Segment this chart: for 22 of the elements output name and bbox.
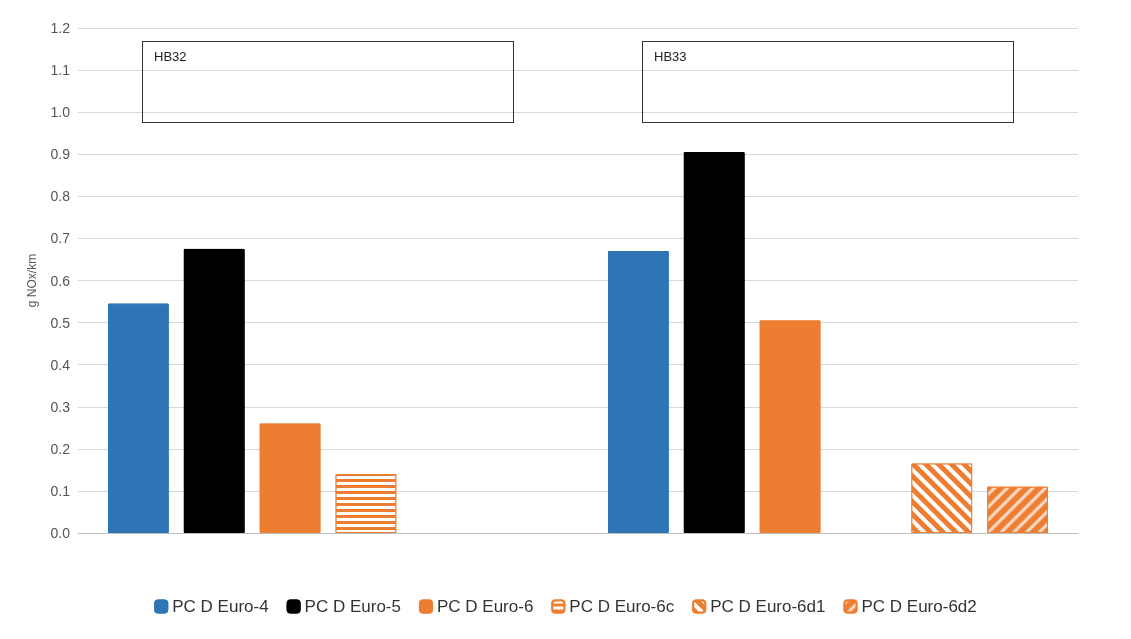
- legend-label: PC D Euro-4: [172, 597, 269, 616]
- y-tick-label: 0.0: [50, 525, 71, 541]
- y-tick-label: 1.0: [50, 104, 71, 121]
- y-tick-label: 0.9: [50, 146, 71, 163]
- legend-label: PC D Euro-6d2: [861, 597, 977, 616]
- legend-label: PC D Euro-5: [304, 597, 401, 616]
- annotation: HB33: [654, 48, 687, 64]
- y-tick-label: 0.2: [50, 440, 71, 457]
- y-tick-label: 0.4: [50, 356, 71, 373]
- legend-label: PC D Euro-6d1: [710, 597, 826, 616]
- legend-label: PC D Euro-6c: [569, 597, 675, 616]
- y-tick-label: 0.7: [50, 230, 71, 247]
- y-tick-label: 1.2: [50, 20, 71, 36]
- y-axis-title: g NOx/km: [25, 253, 39, 308]
- annotation: HB32: [154, 48, 187, 64]
- y-tick-label: 0.8: [50, 188, 71, 205]
- y-tick-label: 0.1: [50, 482, 71, 499]
- legend-label: PC D Euro-6: [436, 597, 534, 616]
- y-tick-label: 0.6: [50, 272, 71, 289]
- y-tick-label: 0.3: [50, 398, 71, 415]
- y-tick-label: 0.5: [50, 314, 71, 331]
- y-tick-label: 1.1: [50, 62, 71, 79]
